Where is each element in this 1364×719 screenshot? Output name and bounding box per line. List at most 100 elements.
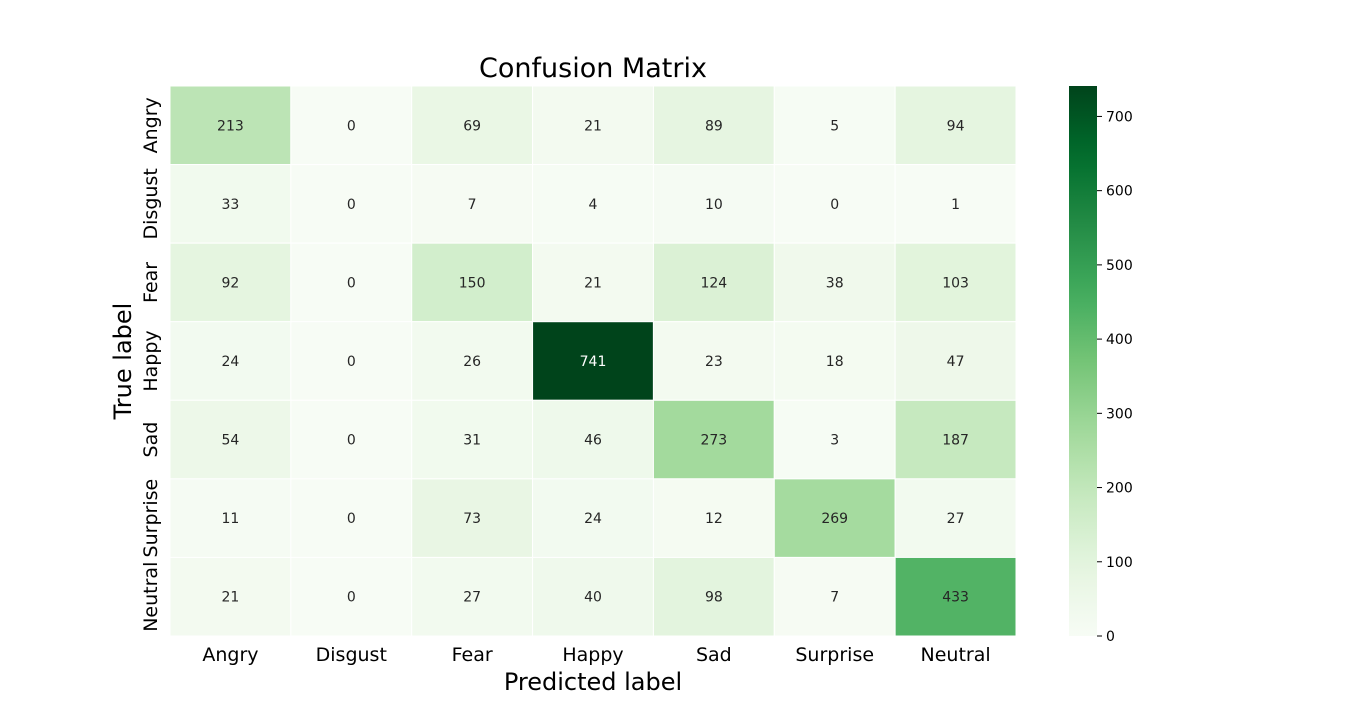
cell-value-label: 0 xyxy=(347,275,356,291)
cell-value-label: 0 xyxy=(347,118,356,134)
cell-happy-surprise xyxy=(773,321,896,401)
cell-value-label: 10 xyxy=(705,197,723,213)
y-tick-surprise: Surprise xyxy=(140,479,162,558)
heatmap-cells xyxy=(169,85,1017,637)
cell-value-label: 103 xyxy=(942,275,969,291)
colorbar-tick-label: 200 xyxy=(1106,481,1133,497)
cell-value-label: 46 xyxy=(584,433,602,449)
x-tick-surprise: Surprise xyxy=(795,644,874,666)
cell-fear-sad xyxy=(652,242,775,323)
cell-surprise-disgust xyxy=(290,478,413,558)
cell-value-label: 0 xyxy=(347,197,356,213)
cell-happy-happy xyxy=(532,321,654,401)
cell-happy-angry xyxy=(169,321,292,401)
cell-fear-surprise xyxy=(773,242,896,323)
cell-value-label: 7 xyxy=(468,197,477,213)
cell-sad-fear xyxy=(411,399,534,480)
cell-value-label: 94 xyxy=(947,118,965,134)
x-tick-sad: Sad xyxy=(696,644,732,666)
cell-value-label: 54 xyxy=(222,433,240,449)
cell-disgust-angry xyxy=(169,164,292,244)
cell-disgust-surprise xyxy=(773,164,896,244)
cell-neutral-fear xyxy=(411,556,534,637)
cell-angry-disgust xyxy=(290,85,413,166)
colorbar-tick-label: 700 xyxy=(1106,109,1133,125)
y-tick-sad: Sad xyxy=(140,422,162,458)
cell-value-label: 269 xyxy=(821,511,848,527)
cell-sad-angry xyxy=(169,399,292,480)
cell-value-label: 26 xyxy=(463,354,481,370)
cell-surprise-fear xyxy=(411,478,534,558)
cell-value-label: 21 xyxy=(584,275,602,291)
y-tick-fear: Fear xyxy=(140,262,162,303)
cell-value-label: 40 xyxy=(584,590,602,606)
cell-value-label: 27 xyxy=(947,511,965,527)
y-tick-happy: Happy xyxy=(140,330,162,391)
cell-happy-disgust xyxy=(290,321,413,401)
cell-angry-surprise xyxy=(773,85,896,166)
cell-fear-neutral xyxy=(894,242,1017,323)
cell-disgust-fear xyxy=(411,164,534,244)
cell-value-label: 187 xyxy=(942,433,969,449)
cell-value-label: 33 xyxy=(222,197,240,213)
cell-value-label: 47 xyxy=(947,354,965,370)
cell-value-label: 213 xyxy=(217,118,244,134)
x-tick-fear: Fear xyxy=(452,644,493,666)
colorbar-tick-label: 500 xyxy=(1106,258,1133,274)
cell-value-label: 18 xyxy=(826,354,844,370)
cell-value-label: 11 xyxy=(222,511,240,527)
cell-surprise-neutral xyxy=(894,478,1017,558)
y-tick-neutral: Neutral xyxy=(140,562,162,632)
cell-value-label: 21 xyxy=(584,118,602,134)
cell-value-label: 124 xyxy=(700,275,727,291)
cell-surprise-angry xyxy=(169,478,292,558)
cell-angry-angry xyxy=(169,85,292,166)
cell-value-label: 98 xyxy=(705,590,723,606)
cell-fear-angry xyxy=(169,242,292,323)
cell-value-label: 741 xyxy=(580,354,607,370)
cell-neutral-sad xyxy=(652,556,775,637)
cell-value-label: 69 xyxy=(463,118,481,134)
cell-value-label: 273 xyxy=(700,433,727,449)
cell-value-label: 38 xyxy=(826,275,844,291)
cell-angry-sad xyxy=(652,85,775,166)
colorbar-tick-label: 400 xyxy=(1106,332,1133,348)
cell-value-label: 24 xyxy=(584,511,602,527)
cell-angry-fear xyxy=(411,85,534,166)
cell-value-label: 12 xyxy=(705,511,723,527)
colorbar-gradient xyxy=(1069,86,1097,636)
cell-fear-disgust xyxy=(290,242,413,323)
cell-neutral-surprise xyxy=(773,556,896,637)
x-tick-labels: Angry Disgust Fear Happy Sad Surprise Neutral xyxy=(202,644,990,666)
cell-value-label: 7 xyxy=(830,590,839,606)
colorbar-tick-label: 300 xyxy=(1106,406,1133,422)
colorbar: 0 100 200 300 400 500 600 700 xyxy=(1069,86,1133,645)
cell-surprise-sad xyxy=(652,478,775,558)
cell-fear-fear xyxy=(411,242,534,323)
cell-neutral-neutral xyxy=(894,556,1017,637)
cell-value-label: 0 xyxy=(347,433,356,449)
cell-value-label: 89 xyxy=(705,118,723,134)
cell-angry-happy xyxy=(532,85,654,166)
cell-fear-happy xyxy=(532,242,654,323)
x-tick-angry: Angry xyxy=(202,644,258,666)
cell-value-label: 24 xyxy=(222,354,240,370)
cell-value-label: 4 xyxy=(589,197,598,213)
cell-value-label: 27 xyxy=(463,590,481,606)
x-axis-label: Predicted label xyxy=(504,668,682,696)
x-tick-neutral: Neutral xyxy=(921,644,991,666)
cell-value-label: 23 xyxy=(705,354,723,370)
cell-value-label: 150 xyxy=(459,275,486,291)
y-tick-disgust: Disgust xyxy=(140,168,162,239)
y-tick-angry: Angry xyxy=(140,97,162,153)
cell-value-label: 1 xyxy=(951,197,960,213)
cell-neutral-happy xyxy=(532,556,654,637)
cell-surprise-happy xyxy=(532,478,654,558)
y-axis-label: True label xyxy=(109,303,137,421)
cell-value-label: 0 xyxy=(347,590,356,606)
cell-sad-neutral xyxy=(894,399,1017,480)
x-tick-disgust: Disgust xyxy=(316,644,387,666)
cell-value-label: 92 xyxy=(222,275,240,291)
